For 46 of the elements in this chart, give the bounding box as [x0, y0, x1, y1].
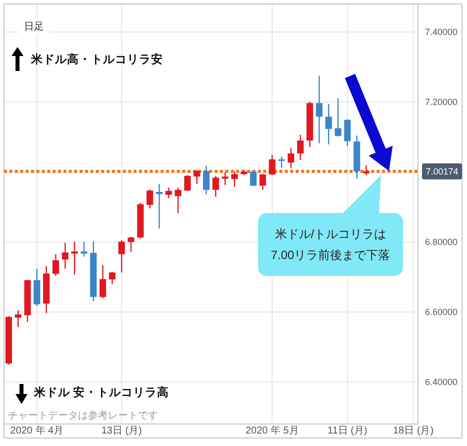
candlestick	[288, 148, 294, 169]
candlestick	[194, 169, 200, 184]
candlestick	[165, 187, 172, 199]
candlestick	[268, 154, 276, 176]
x-tick-label: 13日 (月)	[101, 426, 142, 436]
candlestick	[259, 173, 266, 190]
candlestick	[14, 310, 22, 328]
candlestick	[156, 183, 163, 229]
candlestick	[316, 75, 322, 144]
candlestick	[362, 164, 370, 176]
ref-line-label: 7.00174	[426, 166, 458, 176]
candlestick	[80, 241, 88, 258]
y-tick-label: 7.20000	[425, 97, 458, 107]
candlestick	[334, 98, 342, 138]
candlestick	[325, 104, 332, 145]
annotation: 米ドル高・トルコリラ安	[30, 52, 163, 66]
annotation: チャートデータは参考レートです	[8, 410, 158, 422]
candlestick	[146, 188, 154, 209]
candlestick	[71, 241, 78, 276]
y-tick-label: 6.60000	[425, 307, 458, 317]
candlestick	[222, 172, 228, 186]
annotation: 米ドル 安・トルコリラ高	[33, 385, 170, 399]
x-tick-label: 2020 年 5月	[245, 424, 299, 436]
candlestick	[344, 118, 351, 147]
candlestick	[250, 170, 257, 187]
candlestick	[212, 175, 219, 198]
candlestick	[297, 134, 304, 161]
candlestick	[203, 165, 210, 195]
candlestick	[108, 272, 116, 285]
candlestick	[128, 236, 134, 252]
y-tick-label: 7.40000	[425, 27, 458, 37]
x-tick-label: 18日 (月)	[393, 426, 434, 436]
x-tick-label: 11日 (月)	[328, 426, 368, 436]
candlestick	[62, 242, 68, 270]
candlestick	[100, 264, 106, 299]
candlestick	[184, 174, 191, 192]
candlestick	[278, 156, 285, 169]
y-tick-label: 6.40000	[425, 377, 458, 387]
annotation: 米ドル/トルコリラは 7.00リラ前後まで下落	[270, 227, 390, 262]
text: 日足	[24, 22, 44, 32]
x-tick-label: 2020 年 4月	[10, 424, 64, 436]
y-tick-label: 6.80000	[425, 237, 458, 247]
candlestick	[231, 171, 238, 188]
candlestick	[52, 254, 60, 277]
candlestick	[118, 240, 125, 274]
candlestick	[174, 187, 182, 214]
